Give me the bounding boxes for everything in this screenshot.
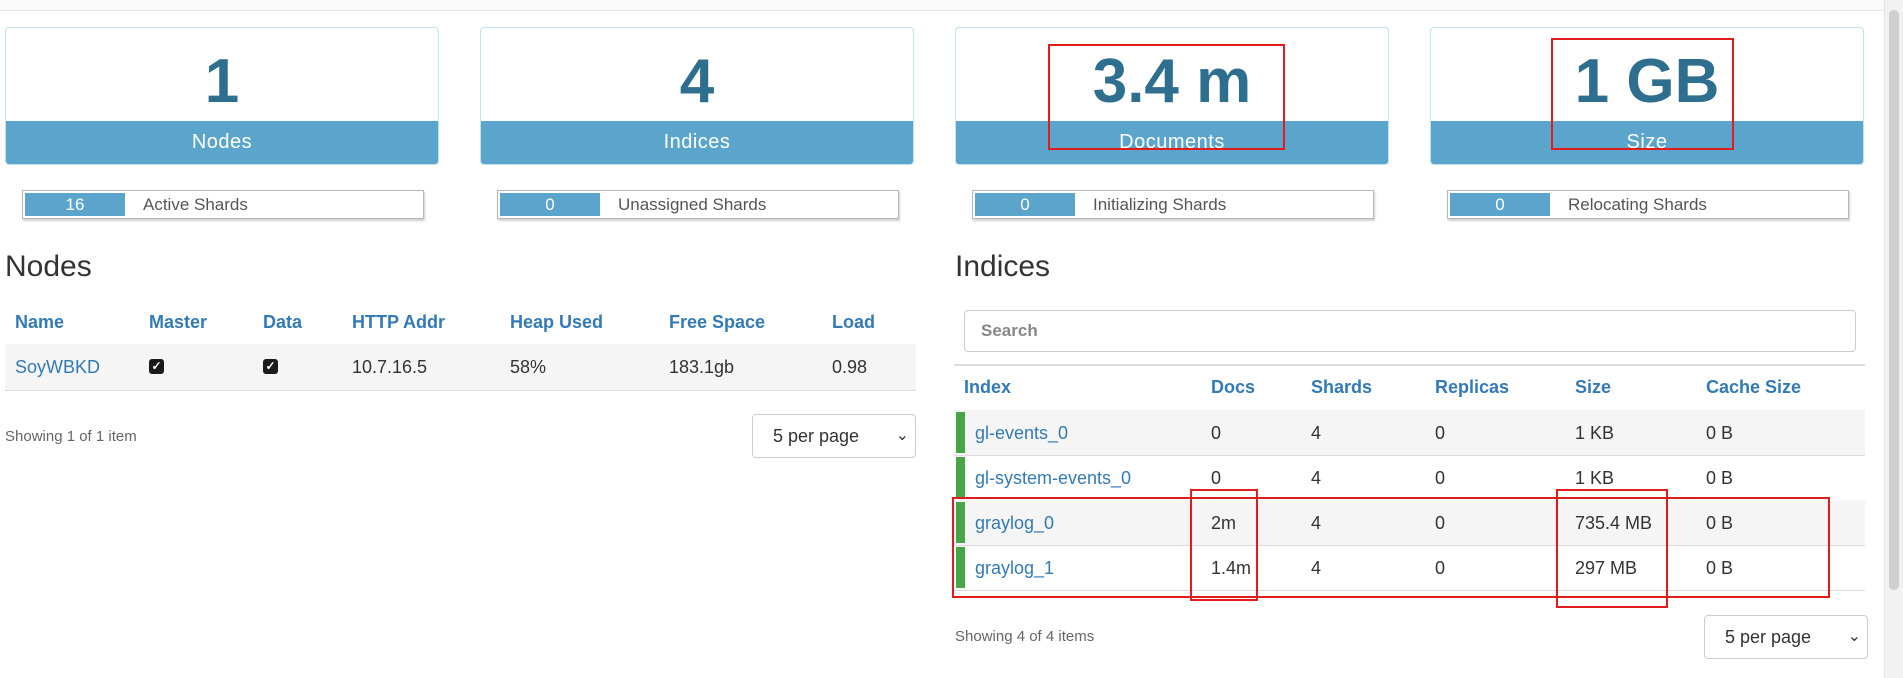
stat-card-documents: 3.4 m Documents — [955, 27, 1389, 165]
size-cell: 1 KB — [1575, 423, 1615, 443]
stat-label: Indices — [481, 121, 913, 164]
table-row: graylog_1 1.4m 4 0 297 MB 0 B — [954, 545, 1865, 591]
col-docs[interactable]: Docs — [1211, 377, 1256, 397]
stat-label: Size — [1431, 121, 1863, 164]
cache-size-cell: 0 B — [1706, 558, 1734, 578]
stat-value: 3.4 m — [1092, 47, 1252, 116]
stat-card-size: 1 GB Size — [1430, 27, 1864, 165]
stat-label: Nodes — [6, 121, 438, 164]
stat-label: Documents — [956, 121, 1388, 164]
col-http-addr[interactable]: HTTP Addr — [352, 312, 445, 332]
stat-value: 1 — [204, 47, 240, 116]
nodes-table-header: Name Master Data HTTP Addr Heap Used Fre… — [5, 306, 916, 346]
index-name-link[interactable]: graylog_0 — [975, 513, 1055, 533]
index-name-link[interactable]: gl-events_0 — [975, 423, 1069, 443]
initializing-shards: 0 Initializing Shards — [972, 190, 1374, 219]
docs-cell: 1.4m — [1211, 558, 1252, 578]
col-heap-used[interactable]: Heap Used — [510, 312, 604, 332]
indices-title: Indices — [955, 250, 1051, 283]
docs-cell: 0 — [1211, 468, 1222, 488]
size-cell: 735.4 MB — [1575, 513, 1653, 533]
shard-label: Initializing Shards — [1093, 195, 1227, 214]
chevron-down-icon: ⌄ — [1847, 628, 1861, 645]
replicas-cell: 0 — [1435, 558, 1446, 578]
shard-count: 0 — [1450, 193, 1550, 216]
table-row: graylog_0 2m 4 0 735.4 MB 0 B — [954, 500, 1865, 546]
shard-count: 0 — [975, 193, 1075, 216]
shards-cell: 4 — [1311, 468, 1322, 488]
size-cell: 297 MB — [1575, 558, 1638, 578]
stat-card-indices: 4 Indices — [480, 27, 914, 165]
search-input[interactable]: Search — [964, 310, 1856, 352]
heap-used-cell: 58% — [510, 357, 547, 377]
top-bar — [0, 0, 1885, 11]
size-cell: 1 KB — [1575, 468, 1615, 488]
index-name-link[interactable]: graylog_1 — [975, 558, 1055, 578]
col-size[interactable]: Size — [1575, 377, 1612, 397]
indices-showing-text: Showing 4 of 4 items — [955, 628, 1095, 645]
col-name[interactable]: Name — [15, 312, 65, 332]
health-indicator — [956, 502, 965, 543]
per-page-value: 5 per page — [1725, 627, 1812, 647]
stat-value: 4 — [679, 47, 715, 116]
active-shards: 16 Active Shards — [22, 190, 424, 219]
chevron-down-icon: ⌄ — [895, 427, 909, 444]
replicas-cell: 0 — [1435, 423, 1446, 443]
cache-size-cell: 0 B — [1706, 468, 1734, 488]
cache-size-cell: 0 B — [1706, 513, 1734, 533]
docs-cell: 2m — [1211, 513, 1237, 533]
load-cell: 0.98 — [832, 357, 868, 377]
col-free-space[interactable]: Free Space — [669, 312, 766, 332]
col-data[interactable]: Data — [263, 312, 303, 332]
shard-label: Relocating Shards — [1568, 195, 1707, 214]
shard-label: Unassigned Shards — [618, 195, 767, 214]
replicas-cell: 0 — [1435, 513, 1446, 533]
col-master[interactable]: Master — [149, 312, 208, 332]
master-check-icon: ✓ — [149, 359, 164, 374]
shards-cell: 4 — [1311, 558, 1322, 578]
health-indicator — [956, 547, 965, 588]
free-space-cell: 183.1gb — [669, 357, 735, 377]
relocating-shards: 0 Relocating Shards — [1447, 190, 1849, 219]
indices-per-page-select[interactable]: 5 per page ⌄ — [1704, 615, 1868, 659]
nodes-showing-text: Showing 1 of 1 item — [5, 428, 137, 445]
scrollbar-thumb[interactable] — [1889, 10, 1899, 590]
per-page-value: 5 per page — [773, 426, 860, 446]
table-row: SoyWBKD ✓ ✓ 10.7.16.5 58% 183.1gb 0.98 — [5, 344, 916, 391]
nodes-per-page-select[interactable]: 5 per page ⌄ — [752, 414, 916, 458]
col-shards[interactable]: Shards — [1311, 377, 1373, 397]
data-check-icon: ✓ — [263, 359, 278, 374]
col-load[interactable]: Load — [832, 312, 875, 332]
col-index[interactable]: Index — [964, 377, 1012, 397]
docs-cell: 0 — [1211, 423, 1222, 443]
nodes-title: Nodes — [5, 250, 92, 283]
replicas-cell: 0 — [1435, 468, 1446, 488]
col-replicas[interactable]: Replicas — [1435, 377, 1510, 397]
stat-card-nodes: 1 Nodes — [5, 27, 439, 165]
health-indicator — [956, 457, 965, 498]
unassigned-shards: 0 Unassigned Shards — [497, 190, 899, 219]
indices-table-header: Index Docs Shards Replicas Size Cache Si… — [954, 364, 1865, 412]
cache-size-cell: 0 B — [1706, 423, 1734, 443]
col-cache-size[interactable]: Cache Size — [1706, 377, 1802, 397]
index-name-link[interactable]: gl-system-events_0 — [975, 468, 1132, 488]
shard-count: 0 — [500, 193, 600, 216]
node-name-link[interactable]: SoyWBKD — [15, 357, 101, 377]
table-row: gl-system-events_0 0 4 0 1 KB 0 B — [954, 455, 1865, 501]
stat-value: 1 GB — [1574, 47, 1720, 116]
shard-count: 16 — [25, 193, 125, 216]
vertical-scrollbar[interactable] — [1884, 0, 1903, 678]
table-row: gl-events_0 0 4 0 1 KB 0 B — [954, 410, 1865, 456]
http-addr-cell: 10.7.16.5 — [352, 357, 428, 377]
shards-cell: 4 — [1311, 513, 1322, 533]
shards-cell: 4 — [1311, 423, 1322, 443]
shard-label: Active Shards — [143, 195, 248, 214]
health-indicator — [956, 412, 965, 453]
